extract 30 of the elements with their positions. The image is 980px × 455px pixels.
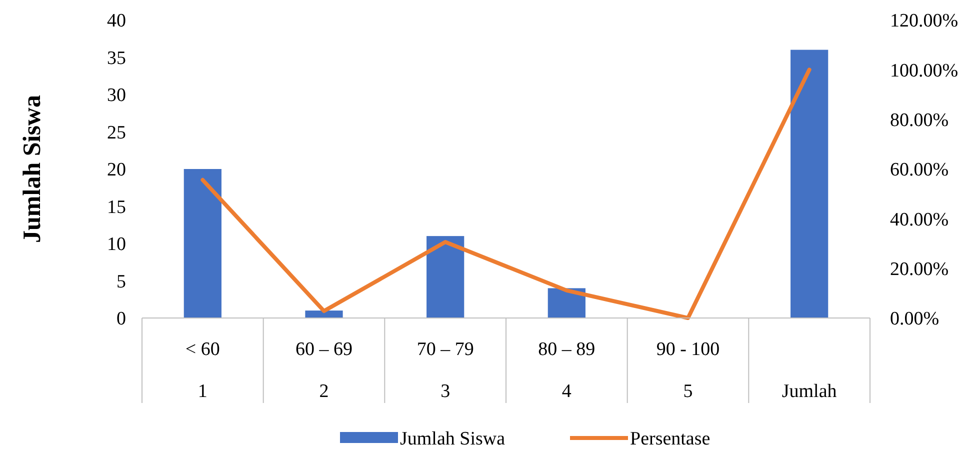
- bar: [305, 310, 343, 318]
- x-tick-label: < 60 1: [185, 339, 220, 402]
- y-tick-label: 25: [107, 122, 126, 144]
- y2-tick-label: 20.00%: [890, 258, 949, 280]
- y2-tick-label: 0.00%: [890, 308, 940, 330]
- x-tick-label: 60 – 69 2: [296, 339, 352, 402]
- x-tick-label: 70 – 79 3: [416, 339, 474, 402]
- y-tick-label: 30: [107, 85, 126, 106]
- x-tick-label: Jumlah: [782, 381, 838, 402]
- y-tick-label: 15: [107, 196, 126, 218]
- bar: [790, 50, 828, 318]
- y-tick-label: 20: [107, 160, 126, 181]
- y-tick-label: 40: [107, 10, 126, 32]
- y2-tick-label: 120.00%: [890, 10, 958, 32]
- legend-label: Persentase: [630, 428, 710, 450]
- y-tick-label: 10: [107, 234, 126, 256]
- y-tick-label: 35: [107, 48, 126, 69]
- y2-tick-label: 60.00%: [890, 160, 949, 181]
- y2-tick-label: 100.00%: [890, 60, 958, 82]
- y-tick-label: 5: [116, 271, 126, 292]
- y-axis-title: Jumlah Siswa: [19, 94, 46, 243]
- x-tick-label: 80 – 89 4: [538, 339, 596, 402]
- y-tick-label: 0: [116, 308, 126, 330]
- y2-tick-label: 40.00%: [890, 209, 949, 230]
- x-tick-label: 90 - 100 5: [656, 339, 720, 402]
- bar: [426, 236, 464, 318]
- bar: [184, 169, 222, 318]
- line-series: [200, 68, 812, 320]
- y2-tick-label: 80.00%: [890, 110, 949, 131]
- legend-label: Jumlah Siswa: [400, 428, 506, 450]
